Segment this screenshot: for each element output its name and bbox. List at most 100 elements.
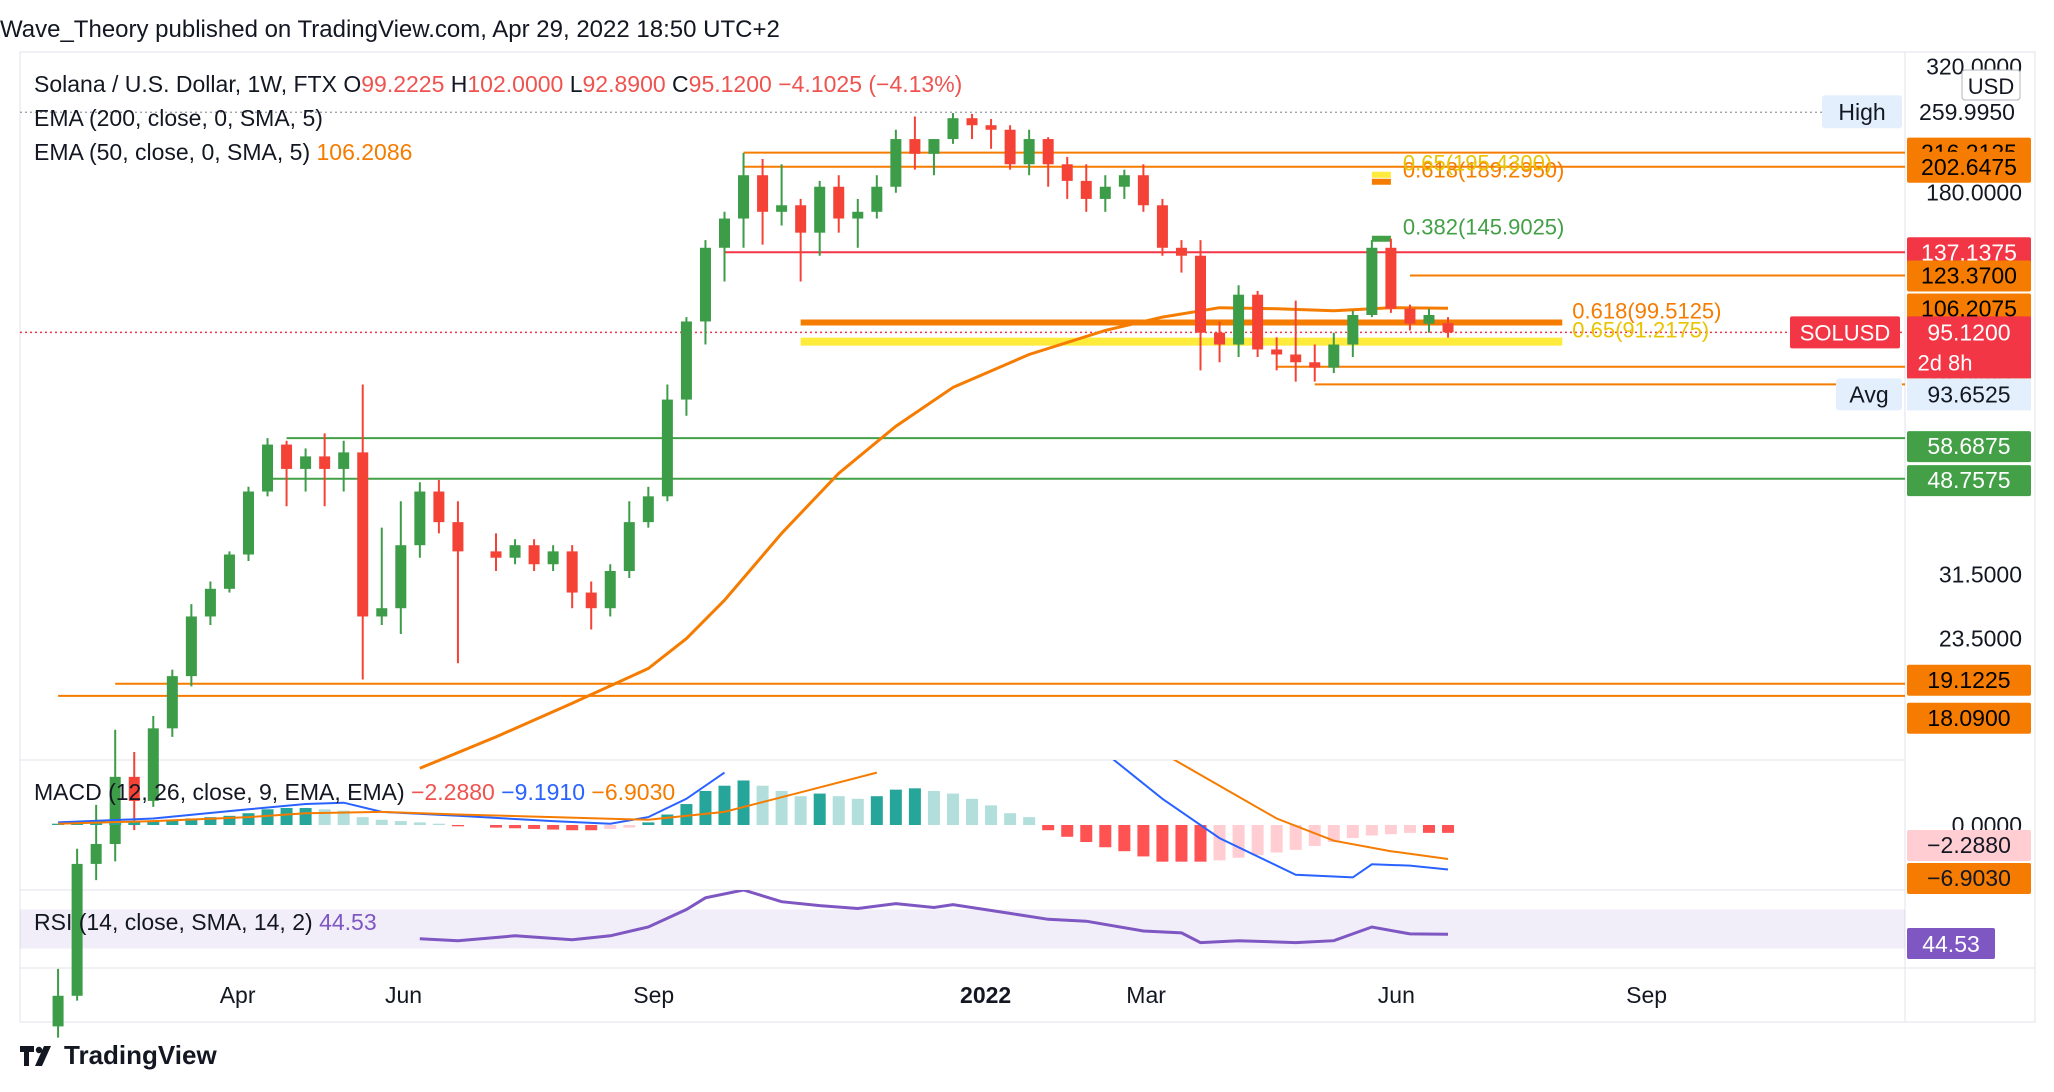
candle-body-65 xyxy=(1309,362,1321,368)
fib-label-0: 0.618(99.5125) xyxy=(1572,299,1721,324)
macd-hist-axis-label: −2.2880 xyxy=(1927,832,2011,858)
candle-body-20 xyxy=(433,491,445,523)
avg-value-bg xyxy=(1907,378,2031,411)
candle-body-52 xyxy=(1061,164,1073,181)
axis-label-8-bg xyxy=(1907,465,2031,497)
macd-hist-bar-36 xyxy=(756,785,769,825)
macd-hist-bar-31 xyxy=(661,814,674,825)
macd-hist-bar-22 xyxy=(490,825,503,828)
candle-body-14 xyxy=(319,456,331,469)
macd-hist-bar-15 xyxy=(337,810,350,825)
macd-hist-bar-26 xyxy=(566,825,579,831)
axis-label-1: 202.6475 xyxy=(1921,154,2017,180)
candle-body-39 xyxy=(814,186,826,233)
candle-body-54 xyxy=(1099,186,1111,199)
macd-hist-bar-69 xyxy=(1384,825,1397,835)
macd-hist-bar-62 xyxy=(1251,825,1264,856)
candle-body-36 xyxy=(757,175,769,212)
candle-body-38 xyxy=(795,205,807,233)
high-marker-value: 259.9950 xyxy=(1919,99,2015,125)
macd-hist-bar-53 xyxy=(1080,825,1093,843)
high-marker-bg xyxy=(1822,95,1902,129)
avg-marker-value: 93.6525 xyxy=(1927,381,2010,407)
macd-hist-bar-35 xyxy=(737,780,750,825)
macd-hist-bar-16 xyxy=(356,817,369,825)
candle-body-35 xyxy=(738,175,750,219)
macd-hist-bar-20 xyxy=(432,823,445,825)
time-tick-3: 2022 xyxy=(960,982,1011,1008)
macd-hist-bar-71 xyxy=(1422,825,1435,833)
macd-hist-bar-43 xyxy=(889,789,902,825)
fib-label-3: 0.618(189.2950) xyxy=(1403,158,1564,183)
candle-body-0 xyxy=(52,995,64,1027)
tradingview-logo-icon xyxy=(20,1045,51,1066)
candle-body-44 xyxy=(909,139,921,154)
axis-label-7-bg xyxy=(1907,431,2031,463)
macd-hist-bar-13 xyxy=(299,807,312,825)
candle-body-41 xyxy=(852,211,864,219)
candle-body-49 xyxy=(1004,129,1016,165)
macd-hist-bar-56 xyxy=(1137,825,1150,857)
symbol-tag: SOLUSD xyxy=(1800,320,1890,345)
macd-hist-bar-70 xyxy=(1403,825,1416,833)
macd-hist-bar-0 xyxy=(52,823,65,825)
candle-body-29 xyxy=(623,522,635,571)
macd-hist-bar-27 xyxy=(585,825,598,831)
macd-hist-bar-51 xyxy=(1042,825,1055,831)
candle-body-22 xyxy=(490,551,502,558)
candle-body-27 xyxy=(585,592,597,609)
macd-hist-bar-17 xyxy=(375,819,388,825)
macd-hist-bar-44 xyxy=(908,788,921,825)
macd-hist-bar-21 xyxy=(451,825,464,827)
last-price-countdown: 2d 8h xyxy=(1917,350,1972,375)
candle-body-59 xyxy=(1195,255,1207,333)
candle-body-46 xyxy=(947,118,959,140)
macd-hist-bar-8 xyxy=(204,817,217,825)
macd-line-late xyxy=(1112,760,1449,879)
candle-body-21 xyxy=(452,522,464,552)
price-tick-1: 180.0000 xyxy=(1926,180,2022,206)
macd-hist-bar-33 xyxy=(699,790,712,825)
symbol-legend: Solana / U.S. Dollar, 1W, FTX O99.2225 H… xyxy=(34,71,962,97)
macd-hist-bar-52 xyxy=(1061,825,1074,837)
candle-body-53 xyxy=(1080,180,1092,199)
macd-hist-bar-49 xyxy=(1004,813,1017,825)
macd-hist-bar-50 xyxy=(1023,817,1036,825)
avg-marker-bg xyxy=(1836,378,1902,411)
candle-body-45 xyxy=(928,139,940,154)
candle-body-68 xyxy=(1366,247,1378,315)
axis-label-8: 48.7575 xyxy=(1927,467,2010,493)
axis-label-9-bg xyxy=(1907,664,2031,696)
macd-hist-bar-12 xyxy=(280,807,293,825)
ema50-line xyxy=(419,306,1449,770)
macd-hist-bar-42 xyxy=(870,796,883,825)
chart-frame xyxy=(19,51,2036,1023)
candle-body-57 xyxy=(1156,205,1168,248)
rsi-legend: RSI (14, close, SMA, 14, 2) 44.53 xyxy=(34,909,377,935)
time-tick-2: Sep xyxy=(633,982,674,1008)
candle-body-12 xyxy=(281,444,293,469)
candle-body-43 xyxy=(890,139,902,187)
candle-body-25 xyxy=(547,551,559,565)
candle-body-9 xyxy=(223,554,235,589)
candle-body-17 xyxy=(376,608,388,617)
macd-hist-bar-60 xyxy=(1213,825,1226,861)
rsi-axis-label-bg xyxy=(1907,928,1995,959)
tradingview-logo[interactable]: TradingView xyxy=(20,1040,217,1071)
macd-hist-bar-18 xyxy=(394,821,407,825)
macd-hist-bar-66 xyxy=(1327,825,1340,843)
macd-hist-bar-10 xyxy=(242,813,255,825)
candle-body-63 xyxy=(1271,349,1283,355)
time-tick-4: Mar xyxy=(1126,982,1166,1008)
tradingview-brand-text: TradingView xyxy=(64,1040,217,1070)
macd-signal-axis-label: −6.9030 xyxy=(1927,865,2011,891)
candle-body-58 xyxy=(1175,247,1187,256)
candle-body-33 xyxy=(699,247,711,322)
macd-hist-bar-37 xyxy=(775,790,788,825)
candle-body-4 xyxy=(128,776,140,801)
macd-hist-bar-57 xyxy=(1156,825,1169,862)
candle-body-42 xyxy=(871,186,883,212)
macd-hist-bar-65 xyxy=(1308,825,1321,846)
candle-body-70 xyxy=(1404,308,1416,324)
